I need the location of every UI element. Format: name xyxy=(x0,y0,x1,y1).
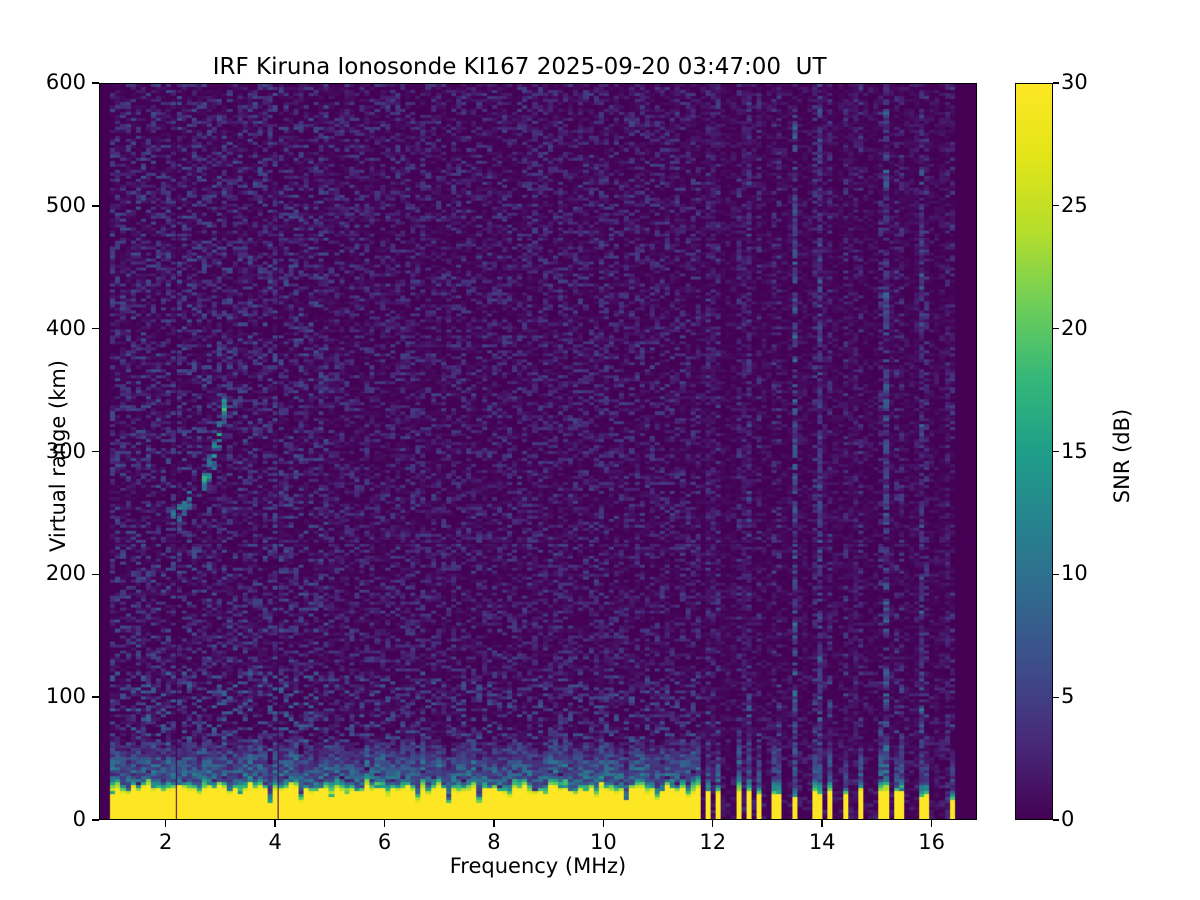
y-tick-label: 0 xyxy=(72,807,86,831)
x-tick-label: 16 xyxy=(918,830,945,854)
colorbar-tick-mark xyxy=(1053,450,1059,453)
y-tick-mark xyxy=(92,696,99,698)
colorbar-tick-label: 0 xyxy=(1061,807,1075,831)
x-tick-label: 2 xyxy=(159,830,173,854)
x-tick-mark xyxy=(712,820,714,827)
x-tick-mark xyxy=(383,820,386,827)
x-tick-label: 10 xyxy=(589,830,617,854)
x-tick-label: 14 xyxy=(808,830,836,854)
y-tick-mark xyxy=(92,450,99,453)
title-line-1: IRF Kiruna Ionosonde KI167 2025-09-20 03… xyxy=(212,54,827,80)
colorbar-tick-mark xyxy=(1053,328,1059,330)
x-tick-label: 6 xyxy=(377,830,392,854)
x-tick-label: 4 xyxy=(268,830,282,854)
y-tick-mark xyxy=(92,82,99,84)
colorbar-tick-mark xyxy=(1053,819,1059,821)
colorbar-label: SNR (dB) xyxy=(1110,408,1134,504)
y-tick-label: 300 xyxy=(45,438,86,463)
colorbar-gradient xyxy=(1016,84,1052,819)
colorbar-tick-mark xyxy=(1053,696,1059,698)
y-tick-label: 100 xyxy=(45,684,86,709)
colorbar-tick-label: 30 xyxy=(1061,70,1088,94)
y-tick-label: 200 xyxy=(45,561,86,586)
y-tick-mark xyxy=(92,205,99,207)
colorbar-tick-mark xyxy=(1053,573,1059,575)
x-tick-mark xyxy=(165,820,167,827)
colorbar-tick-label: 15 xyxy=(1061,438,1088,463)
x-axis-label: Frequency (MHz) xyxy=(449,854,627,878)
x-tick-mark xyxy=(493,820,495,827)
ionogram-heatmap-canvas xyxy=(100,84,976,819)
y-tick-label: 500 xyxy=(45,192,86,217)
y-tick-label: 400 xyxy=(45,315,86,340)
colorbar-tick-label: 20 xyxy=(1061,315,1088,340)
y-tick-mark xyxy=(92,573,99,576)
colorbar xyxy=(1015,83,1053,820)
x-tick-label: 12 xyxy=(699,830,727,854)
y-tick-mark xyxy=(92,327,99,330)
x-tick-label: 8 xyxy=(487,830,501,854)
colorbar-tick-label: 10 xyxy=(1061,561,1088,586)
x-tick-mark xyxy=(274,820,276,827)
colorbar-tick-mark xyxy=(1053,82,1059,84)
x-tick-mark xyxy=(821,820,823,827)
colorbar-tick-mark xyxy=(1053,205,1059,207)
y-axis-label: Virtual range (km) xyxy=(46,359,70,553)
colorbar-tick-label: 5 xyxy=(1061,684,1075,709)
x-tick-mark xyxy=(602,820,605,827)
ionogram-plot-area xyxy=(99,83,977,820)
y-tick-mark xyxy=(92,819,99,821)
y-tick-label: 600 xyxy=(45,70,86,94)
colorbar-tick-label: 25 xyxy=(1061,192,1088,217)
x-tick-mark xyxy=(930,820,933,827)
